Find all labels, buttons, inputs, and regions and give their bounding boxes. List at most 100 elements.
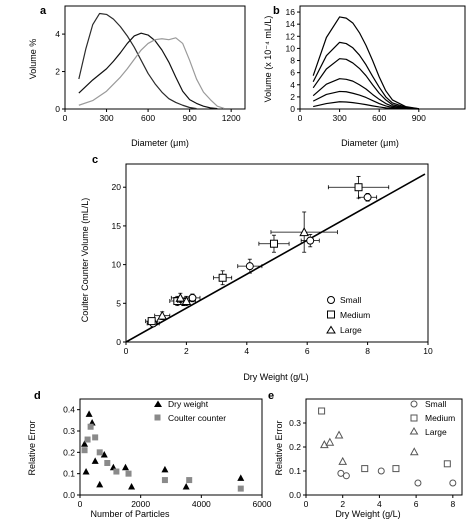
- y-tick-label: 0.3: [289, 418, 301, 428]
- legend-dry-weight-label: Dry weight: [168, 399, 209, 409]
- point-square: [84, 436, 91, 443]
- point-square: [361, 465, 369, 473]
- panel-b-ylabel: Volume (x 10⁻⁴ mL/L): [263, 16, 273, 103]
- x-tick-label: 6: [305, 346, 310, 356]
- panel-b-plot: 0 300 600 900 0 2 4 6 8 10 12 14 16: [286, 5, 466, 123]
- legend-medium-label: Medium: [340, 310, 370, 320]
- panel-c-ylabel: Coulter Counter Volume (mL/L): [80, 198, 90, 323]
- x-tick-label: 10: [423, 346, 433, 356]
- point-square: [147, 317, 156, 326]
- panel-a-plot: 0 300 600 900 1200 0 2 4: [55, 5, 246, 123]
- point-triangle: [85, 410, 93, 417]
- point-square: [81, 447, 88, 454]
- fit-line: [125, 173, 426, 343]
- point-circle: [306, 236, 315, 245]
- y-tick-label: 0: [55, 104, 60, 114]
- series-line: [78, 37, 225, 110]
- series-line: [312, 58, 419, 110]
- panel-a: a Diameter (μm) Volume % 0 300 600 900 12000…: [28, 5, 246, 148]
- x-tick-label: 2: [184, 346, 189, 356]
- x-tick-label: 4: [377, 499, 382, 509]
- point-square: [186, 477, 193, 484]
- panel-b-xlabel: Diameter (μm): [341, 138, 399, 148]
- point-triangle: [81, 440, 89, 447]
- x-tick-label: 0: [124, 346, 129, 356]
- legend-large-label: Large: [340, 325, 362, 335]
- panel-c-legend: Small Medium Large: [326, 295, 370, 335]
- x-tick-label: 1200: [222, 113, 241, 123]
- panel-d-plot: 0 2000 4000 6000 0.0 0.1 0.2 0.3 0.4: [63, 398, 272, 509]
- x-tick-label: 600: [372, 113, 386, 123]
- y-tick-label: 10: [286, 43, 296, 53]
- panel-label-b: b: [273, 5, 280, 17]
- point-circle: [449, 479, 457, 487]
- series-line: [312, 78, 419, 110]
- legend-small-marker: [410, 400, 418, 408]
- point-square: [269, 239, 278, 248]
- point-triangle: [299, 227, 310, 237]
- point-square: [237, 485, 244, 492]
- legend-medium-marker: [327, 310, 335, 319]
- point-square: [113, 468, 120, 475]
- y-tick-label: 2: [290, 92, 295, 102]
- y-tick-label: 14: [286, 19, 296, 29]
- y-tick-label: 12: [286, 31, 296, 41]
- legend-medium-marker: [410, 414, 418, 422]
- point-circle: [188, 293, 197, 302]
- point-square: [318, 407, 326, 415]
- x-tick-label: 2000: [131, 499, 150, 509]
- y-tick-label: 0: [290, 104, 295, 114]
- point-triangle: [157, 310, 168, 320]
- point-square: [392, 465, 400, 473]
- point-square: [125, 470, 132, 477]
- panel-e: e Dry Weight (g/L) Relative Error 0 2 4 6 80…: [268, 390, 463, 519]
- panel-c-plot: 0 2 4 6 8 10 0 5 10 15 20: [112, 163, 433, 356]
- legend-large-label: Large: [425, 427, 447, 437]
- panel-e-legend: Small Medium Large: [409, 399, 455, 437]
- y-tick-label: 0.1: [289, 466, 301, 476]
- panel-c-xlabel: Dry Weight (g/L): [243, 372, 308, 382]
- plot-frame: [125, 163, 429, 343]
- y-tick-label: 0.4: [63, 405, 75, 415]
- legend-large-marker: [326, 325, 336, 334]
- point-triangle: [82, 468, 90, 475]
- x-tick-label: 6: [414, 499, 419, 509]
- series-line: [312, 41, 419, 110]
- point-square: [96, 449, 103, 456]
- point-square: [92, 434, 99, 441]
- y-tick-label: 5: [116, 298, 121, 308]
- panel-b: b Diameter (μm) Volume (x 10⁻⁴ mL/L) 0 30…: [263, 5, 466, 148]
- y-tick-label: 4: [55, 29, 60, 39]
- y-tick-label: 8: [290, 56, 295, 66]
- y-tick-label: 0: [116, 337, 121, 347]
- panel-label-d: d: [34, 390, 41, 402]
- point-square: [104, 460, 111, 466]
- y-tick-label: 0.3: [63, 426, 75, 436]
- legend-dry-weight-marker: [154, 400, 162, 407]
- x-tick-label: 0: [63, 113, 68, 123]
- panel-label-c: c: [92, 154, 98, 166]
- x-tick-label: 600: [141, 113, 155, 123]
- point-triangle: [409, 447, 419, 456]
- series-line: [78, 12, 197, 110]
- point-triangle: [175, 292, 186, 302]
- x-tick-label: 4: [244, 346, 249, 356]
- point-triangle: [161, 465, 169, 473]
- panel-d-ylabel: Relative Error: [27, 420, 37, 475]
- point-triangle: [334, 430, 344, 439]
- point-triangle: [91, 457, 99, 464]
- point-triangle: [181, 295, 192, 305]
- series-line: [312, 16, 419, 110]
- x-tick-label: 0: [304, 499, 309, 509]
- panel-a-xlabel: Diameter (μm): [131, 138, 189, 148]
- panel-e-xlabel: Dry Weight (g/L): [335, 509, 400, 519]
- series-line: [312, 90, 419, 110]
- panel-d-xlabel: Number of Particles: [90, 509, 170, 519]
- point-square: [443, 460, 451, 468]
- plot-frame: [299, 5, 466, 110]
- point-square: [354, 183, 363, 192]
- y-tick-label: 0.2: [289, 442, 301, 452]
- series-line: [313, 101, 419, 110]
- y-tick-label: 15: [112, 221, 122, 231]
